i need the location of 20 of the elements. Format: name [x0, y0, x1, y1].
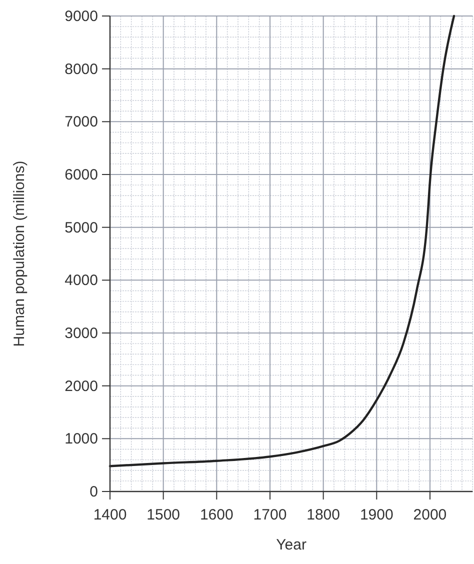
y-tick-label: 6000 [64, 166, 98, 184]
x-tick-label: 2000 [413, 506, 447, 524]
x-tick-label: 1600 [200, 506, 234, 524]
y-tick-label: 5000 [64, 219, 98, 236]
y-tick-label: 8000 [64, 60, 98, 78]
y-tick-label: 0 [90, 484, 98, 500]
x-axis-title: Year [276, 536, 306, 554]
y-axis-title: Human population (millions) [11, 160, 28, 347]
y-tick-label: 4000 [64, 272, 98, 290]
x-tick-label: 1800 [306, 506, 340, 524]
y-tick-label: 7000 [64, 114, 98, 131]
y-tick-label: 3000 [64, 325, 98, 342]
y-tick-label: 9000 [64, 8, 98, 25]
x-tick-label: 1700 [253, 506, 287, 524]
x-tick-label: 1400 [93, 506, 127, 524]
y-tick-label: 2000 [64, 378, 98, 395]
x-tick-label: 1900 [360, 506, 394, 524]
line-series [108, 14, 456, 468]
x-tick-label: 1500 [146, 506, 180, 524]
y-tick-label: 1000 [64, 430, 98, 448]
